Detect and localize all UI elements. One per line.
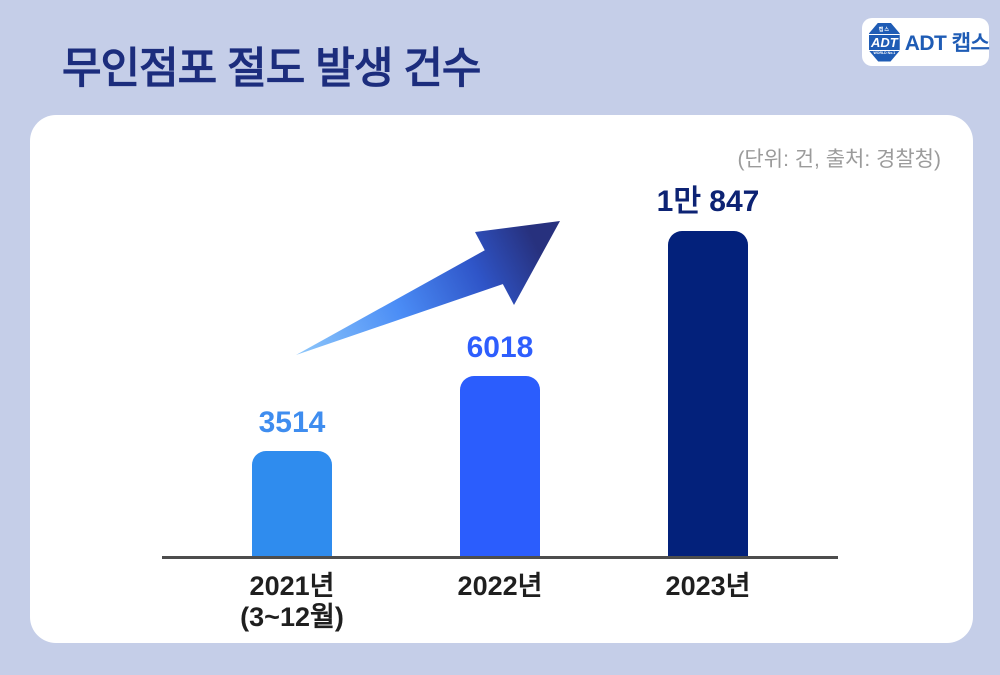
- bar-2023: [668, 231, 748, 556]
- adt-caps-logo: 캡스 ADT WORLD No.1 ADT 캡스: [862, 18, 990, 66]
- x-tick-2023: 2023년: [628, 571, 788, 602]
- unit-source-note: (단위: 건, 출처: 경찰청): [737, 148, 941, 171]
- x-tick-2022-line1: 2022년: [457, 571, 543, 601]
- chart-card: (단위: 건, 출처: 경찰청) 3514 6018 1만 847: [30, 115, 973, 643]
- adt-badge-top-text: 캡스: [878, 27, 890, 34]
- upward-trend-arrow-icon: [296, 221, 560, 355]
- bar-2022: [460, 376, 540, 556]
- bar-group-2021: 3514: [212, 406, 372, 556]
- bar-value-label-2022: 6018: [466, 331, 534, 364]
- bar-group-2023: 1만 847: [628, 176, 788, 556]
- x-tick-2021-line1: 2021년: [249, 571, 335, 601]
- adt-badge-main-text: ADT: [869, 34, 900, 52]
- page-title: 무인점포 절도 발생 건수: [62, 45, 481, 93]
- bar-value-label-2023: 1만 847: [656, 185, 760, 218]
- bar-2021: [252, 451, 332, 556]
- x-tick-2021: 2021년 (3~12월): [212, 571, 372, 633]
- adt-wordmark: ADT 캡스: [904, 32, 990, 55]
- bar-group-2022: 6018: [420, 331, 580, 556]
- x-tick-2022: 2022년: [420, 571, 580, 602]
- x-axis-line: [162, 556, 838, 559]
- x-tick-2021-line2: (3~12월): [240, 602, 344, 633]
- adt-badge-bottom-text: WORLD No.1: [873, 51, 896, 56]
- adt-badge-icon: 캡스 ADT WORLD No.1: [869, 22, 900, 62]
- bar-value-label-2021: 3514: [258, 406, 326, 439]
- x-tick-2023-line1: 2023년: [665, 571, 751, 601]
